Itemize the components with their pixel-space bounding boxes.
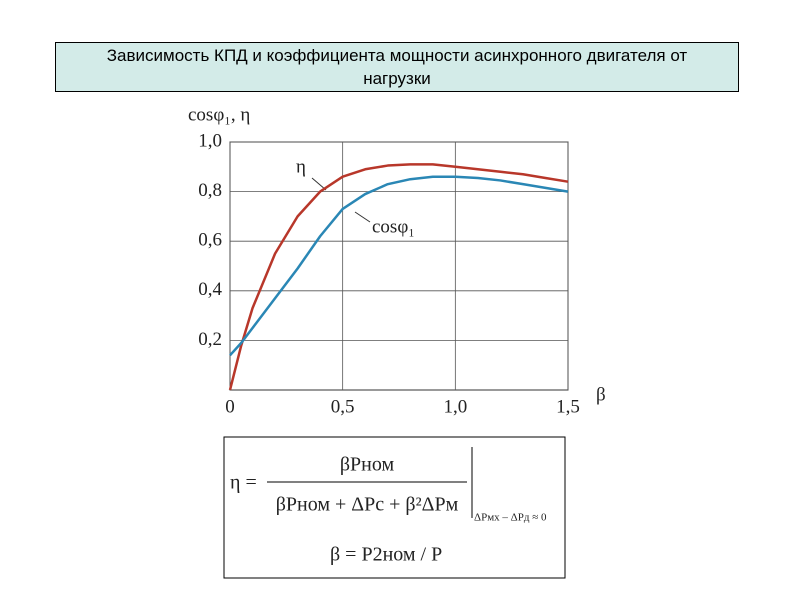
y-axis-label: cosφ₁, η bbox=[188, 104, 250, 125]
y-tick-label: 1,0 bbox=[198, 130, 222, 151]
x-tick-label: 1,5 bbox=[556, 396, 580, 417]
formula-denominator: βPном + ΔPс + β²ΔPм bbox=[276, 494, 459, 516]
plot-area bbox=[229, 141, 569, 391]
formula-lhs: η = bbox=[230, 472, 257, 494]
x-tick-label: 1,0 bbox=[443, 396, 467, 417]
series-label: η bbox=[296, 156, 306, 177]
formula-load: β = P2ном / P bbox=[330, 544, 442, 566]
x-axis-label: β bbox=[596, 384, 606, 405]
series-label: cosφ₁ bbox=[372, 216, 415, 237]
y-tick-label: 0,8 bbox=[198, 180, 222, 201]
y-tick-label: 0,2 bbox=[198, 329, 222, 350]
x-tick-label: 0,5 bbox=[331, 396, 355, 417]
chart-title: Зависимость КПД и коэффициента мощности … bbox=[55, 42, 739, 92]
formula-condition: ΔPмх – ΔPд ≈ 0 bbox=[474, 512, 547, 524]
leader-line bbox=[354, 211, 371, 223]
y-tick-label: 0,6 bbox=[198, 230, 222, 251]
series-line bbox=[229, 175, 569, 357]
series-line bbox=[228, 163, 569, 391]
formula-numerator: βPном bbox=[340, 454, 395, 476]
x-tick-label: 0 bbox=[225, 396, 235, 417]
y-tick-label: 0,4 bbox=[198, 279, 222, 300]
formula-box bbox=[223, 436, 566, 579]
